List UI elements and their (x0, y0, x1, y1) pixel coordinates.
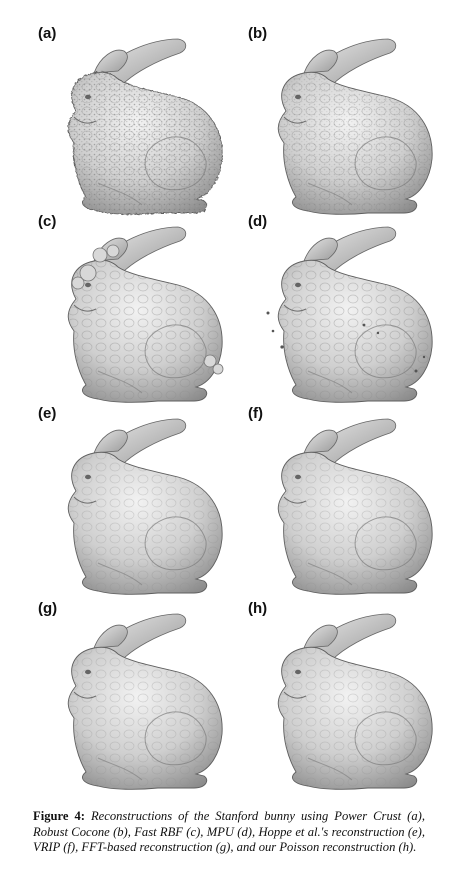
panel-label: (d) (248, 213, 268, 230)
bunny-reconstruction-image (277, 613, 433, 790)
figure-panel: (h) (248, 600, 448, 790)
figure-panel: (g) (38, 600, 238, 790)
panel-label: (b) (248, 25, 268, 42)
panel-label: (e) (38, 405, 57, 422)
bunny-reconstruction-image (67, 418, 223, 595)
panel-label: (a) (38, 25, 57, 42)
caption-text: Reconstructions of the Stanford bunny us… (33, 809, 425, 855)
figure-number: Figure 4: (33, 809, 85, 823)
bunny-reconstruction-image (277, 38, 433, 215)
figure-panel: (d) (248, 213, 448, 403)
panel-label: (g) (38, 600, 58, 617)
figure-panel: (b) (248, 25, 448, 215)
bunny-reconstruction-image (67, 226, 224, 403)
figure-caption: Figure 4: Reconstructions of the Stanfor… (33, 809, 425, 856)
panel-label: (c) (38, 213, 57, 230)
bunny-reconstruction-image (67, 38, 223, 215)
figure-panel: (c) (38, 213, 238, 403)
figure-panel: (f) (248, 405, 448, 595)
panel-label: (h) (248, 600, 268, 617)
bunny-reconstruction-image (277, 418, 433, 595)
bunny-reconstruction-image (266, 226, 433, 403)
figure-panel: (e) (38, 405, 238, 595)
panel-label: (f) (248, 405, 263, 422)
figure-panel: (a) (38, 25, 238, 215)
bunny-reconstruction-image (67, 613, 223, 790)
